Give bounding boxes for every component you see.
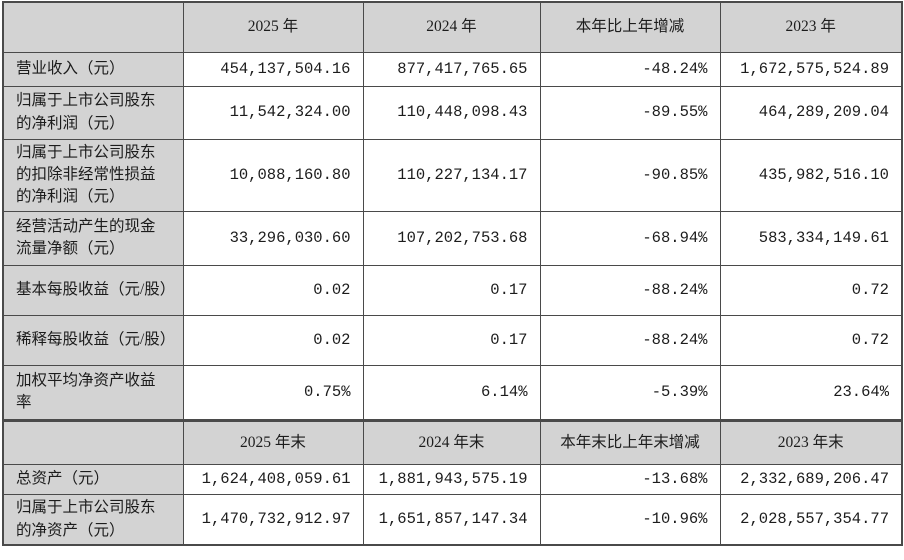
cell-value: 33,296,030.60 [182, 210, 364, 266]
cell-value: 0.17 [362, 314, 541, 366]
cell-value: 2,028,557,354.77 [719, 493, 903, 546]
cell-value: 0.72 [719, 314, 903, 366]
row-label: 稀释每股收益（元/股） [2, 314, 184, 366]
cell-value: 1,651,857,147.34 [362, 493, 541, 546]
table-row-diluted-eps: 稀释每股收益（元/股） 0.02 0.17 -88.24% 0.72 [2, 314, 903, 366]
cell-value: 0.02 [182, 314, 364, 366]
column-header-yoy-end-change: 本年末比上年末增减 [539, 418, 721, 465]
cell-value: 110,227,134.17 [362, 138, 541, 212]
table-row-weighted-avg-roe: 加权平均净资产收益率 0.75% 6.14% -5.39% 23.64% [2, 364, 903, 421]
cell-value: 435,982,516.10 [719, 138, 903, 212]
financial-summary: 2025 年 2024 年 本年比上年增减 2023 年 营业收入（元） 454… [2, 1, 903, 547]
cell-value: -89.55% [539, 85, 721, 140]
cell-value: 107,202,753.68 [362, 210, 541, 266]
column-header-2024-end: 2024 年末 [362, 418, 541, 465]
cell-value: 583,334,149.61 [719, 210, 903, 266]
column-header-2025-end: 2025 年末 [182, 418, 364, 465]
cell-value: -10.96% [539, 493, 721, 546]
corner-header-cell [2, 418, 184, 465]
cell-value: 6.14% [362, 364, 541, 421]
cell-value: 11,542,324.00 [182, 85, 364, 140]
cell-value: 0.17 [362, 264, 541, 316]
row-label: 营业收入（元） [2, 51, 184, 87]
row-label: 加权平均净资产收益率 [2, 364, 184, 421]
row-label: 基本每股收益（元/股） [2, 264, 184, 316]
table-row-net-assets: 归属于上市公司股东的净资产（元） 1,470,732,912.97 1,651,… [2, 493, 903, 546]
cell-value: 1,672,575,524.89 [719, 51, 903, 87]
cell-value: 454,137,504.16 [182, 51, 364, 87]
column-header-2024: 2024 年 [362, 1, 541, 53]
cell-value: 0.02 [182, 264, 364, 316]
table-row-revenue: 营业收入（元） 454,137,504.16 877,417,765.65 -4… [2, 51, 903, 87]
table-row-total-assets: 总资产（元） 1,624,408,059.61 1,881,943,575.19… [2, 463, 903, 495]
cell-value: 110,448,098.43 [362, 85, 541, 140]
cell-value: 0.75% [182, 364, 364, 421]
row-label: 经营活动产生的现金流量净额（元） [2, 210, 184, 266]
cell-value: 464,289,209.04 [719, 85, 903, 140]
cell-value: -88.24% [539, 314, 721, 366]
column-header-yoy-change: 本年比上年增减 [539, 1, 721, 53]
cell-value: -5.39% [539, 364, 721, 421]
financial-summary-table: 2025 年 2024 年 本年比上年增减 2023 年 营业收入（元） 454… [2, 1, 903, 547]
cell-value: -88.24% [539, 264, 721, 316]
table-row-deducted-net-profit: 归属于上市公司股东的扣除非经常性损益的净利润（元） 10,088,160.80 … [2, 138, 903, 212]
cell-value: 1,470,732,912.97 [182, 493, 364, 546]
cell-value: 1,624,408,059.61 [182, 463, 364, 495]
row-label: 总资产（元） [2, 463, 184, 495]
cell-value: 10,088,160.80 [182, 138, 364, 212]
row-label: 归属于上市公司股东的扣除非经常性损益的净利润（元） [2, 138, 184, 212]
cell-value: 2,332,689,206.47 [719, 463, 903, 495]
cell-value: -48.24% [539, 51, 721, 87]
cell-value: 0.72 [719, 264, 903, 316]
cell-value: -13.68% [539, 463, 721, 495]
row-label: 归属于上市公司股东的净利润（元） [2, 85, 184, 140]
cell-value: -90.85% [539, 138, 721, 212]
cell-value: 1,881,943,575.19 [362, 463, 541, 495]
cell-value: -68.94% [539, 210, 721, 266]
cell-value: 877,417,765.65 [362, 51, 541, 87]
table-row-basic-eps: 基本每股收益（元/股） 0.02 0.17 -88.24% 0.72 [2, 264, 903, 316]
column-header-2023-end: 2023 年末 [719, 418, 903, 465]
table-row-operating-cash-flow: 经营活动产生的现金流量净额（元） 33,296,030.60 107,202,7… [2, 210, 903, 266]
column-header-2023: 2023 年 [719, 1, 903, 53]
row-label: 归属于上市公司股东的净资产（元） [2, 493, 184, 546]
column-header-2025: 2025 年 [182, 1, 364, 53]
table-row-net-profit: 归属于上市公司股东的净利润（元） 11,542,324.00 110,448,0… [2, 85, 903, 140]
section2-header-row: 2025 年末 2024 年末 本年末比上年末增减 2023 年末 [2, 418, 903, 465]
cell-value: 23.64% [719, 364, 903, 421]
corner-header-cell [2, 1, 184, 53]
section1-header-row: 2025 年 2024 年 本年比上年增减 2023 年 [2, 1, 903, 53]
